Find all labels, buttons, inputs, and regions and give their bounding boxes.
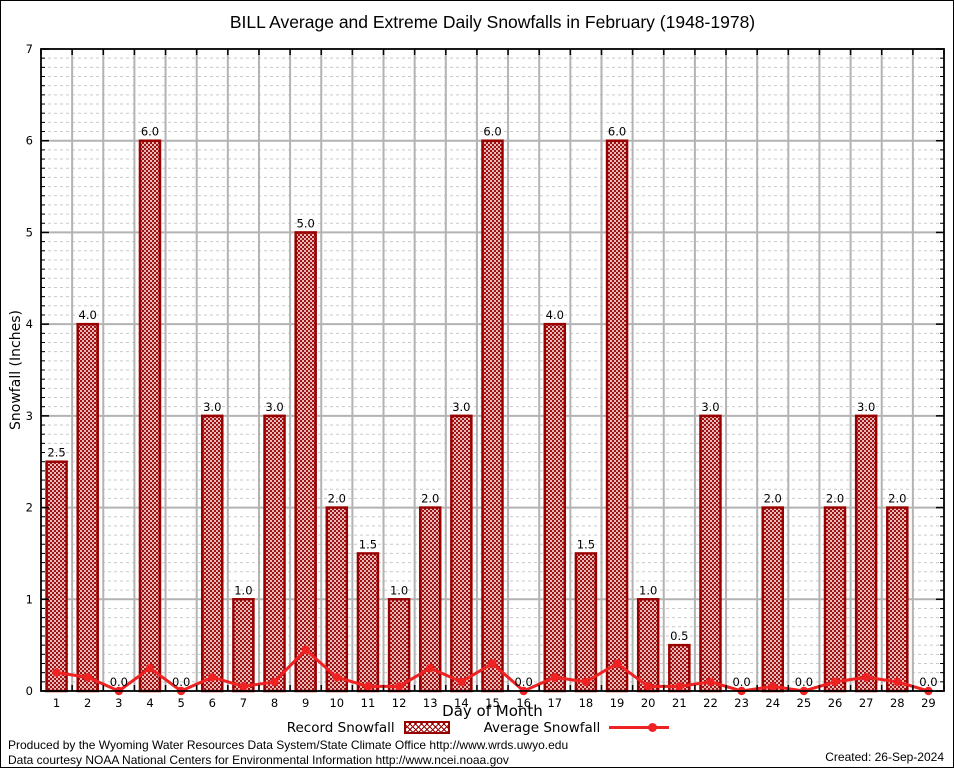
svg-text:11: 11 xyxy=(361,696,376,710)
x-axis-label: Day of Month xyxy=(442,702,543,720)
chart-title: BILL Average and Extreme Daily Snowfalls… xyxy=(229,12,756,32)
svg-text:2.5: 2.5 xyxy=(47,446,65,460)
svg-text:1.0: 1.0 xyxy=(639,583,657,597)
y-axis-label: Snowfall (Inches) xyxy=(8,310,24,430)
svg-text:4.0: 4.0 xyxy=(79,308,97,322)
footer-created-date: Created: 26-Sep-2024 xyxy=(825,750,944,764)
svg-text:5: 5 xyxy=(26,225,33,239)
legend: Record Snowfall Average Snowfall xyxy=(1,719,953,736)
svg-text:9: 9 xyxy=(302,696,309,710)
svg-text:0.0: 0.0 xyxy=(172,675,190,689)
svg-text:23: 23 xyxy=(734,696,749,710)
legend-record-label: Record Snowfall xyxy=(286,719,395,736)
svg-text:26: 26 xyxy=(828,696,843,710)
svg-text:27: 27 xyxy=(859,696,874,710)
svg-text:5.0: 5.0 xyxy=(297,216,315,230)
svg-text:12: 12 xyxy=(392,696,407,710)
svg-text:29: 29 xyxy=(921,696,936,710)
svg-text:1: 1 xyxy=(26,592,33,606)
average-marker-icon xyxy=(648,723,658,732)
svg-text:2.0: 2.0 xyxy=(764,492,782,506)
svg-text:22: 22 xyxy=(703,696,718,710)
legend-item-record: Record Snowfall xyxy=(287,720,450,736)
svg-text:1.0: 1.0 xyxy=(390,583,408,597)
record-snowfall-swatch-icon xyxy=(403,721,450,734)
svg-text:1.5: 1.5 xyxy=(359,537,377,551)
svg-text:8: 8 xyxy=(271,696,278,710)
svg-text:20: 20 xyxy=(641,696,656,710)
svg-text:6.0: 6.0 xyxy=(141,125,159,139)
svg-text:0.0: 0.0 xyxy=(110,675,128,689)
svg-text:6: 6 xyxy=(26,134,33,148)
svg-text:0.5: 0.5 xyxy=(670,629,688,643)
svg-text:4: 4 xyxy=(146,696,153,710)
legend-average-label: Average Snowfall xyxy=(483,719,601,736)
svg-text:7: 7 xyxy=(240,696,247,710)
svg-text:5: 5 xyxy=(177,696,184,710)
svg-text:0.0: 0.0 xyxy=(732,675,750,689)
footer-produced-by: Produced by the Wyoming Water Resources … xyxy=(8,738,569,752)
svg-text:2.0: 2.0 xyxy=(826,492,844,506)
svg-text:19: 19 xyxy=(610,696,625,710)
svg-text:2.0: 2.0 xyxy=(888,492,906,506)
svg-text:6.0: 6.0 xyxy=(483,125,501,139)
legend-item-average: Average Snowfall xyxy=(484,720,670,736)
svg-text:0: 0 xyxy=(26,684,33,698)
svg-text:3.0: 3.0 xyxy=(265,400,283,414)
svg-text:2: 2 xyxy=(26,501,33,515)
svg-text:3.0: 3.0 xyxy=(452,400,470,414)
svg-text:1.0: 1.0 xyxy=(234,583,252,597)
svg-text:25: 25 xyxy=(797,696,812,710)
average-line-sample-icon xyxy=(609,723,670,732)
svg-text:3.0: 3.0 xyxy=(203,400,221,414)
svg-text:3: 3 xyxy=(115,696,122,710)
svg-text:4.0: 4.0 xyxy=(546,308,564,322)
svg-text:13: 13 xyxy=(423,696,438,710)
svg-text:1: 1 xyxy=(53,696,60,710)
svg-text:15: 15 xyxy=(485,696,500,710)
svg-text:2.0: 2.0 xyxy=(328,492,346,506)
svg-text:3.0: 3.0 xyxy=(857,400,875,414)
svg-text:4: 4 xyxy=(26,317,33,331)
svg-text:2: 2 xyxy=(84,696,91,710)
svg-text:14: 14 xyxy=(454,696,469,710)
svg-text:3.0: 3.0 xyxy=(701,400,719,414)
svg-text:16: 16 xyxy=(516,696,531,710)
svg-text:0.0: 0.0 xyxy=(514,675,532,689)
svg-text:1.5: 1.5 xyxy=(577,537,595,551)
svg-text:7: 7 xyxy=(26,42,33,56)
svg-text:6.0: 6.0 xyxy=(608,125,626,139)
svg-text:28: 28 xyxy=(890,696,905,710)
svg-text:0.0: 0.0 xyxy=(795,675,813,689)
svg-text:0.0: 0.0 xyxy=(919,675,937,689)
svg-text:24: 24 xyxy=(765,696,780,710)
svg-text:2.0: 2.0 xyxy=(421,492,439,506)
svg-text:17: 17 xyxy=(547,696,562,710)
svg-text:3: 3 xyxy=(26,409,33,423)
svg-text:6: 6 xyxy=(209,696,216,710)
svg-text:18: 18 xyxy=(579,696,594,710)
svg-text:21: 21 xyxy=(672,696,687,710)
footer-data-courtesy: Data courtesy NOAA National Centers for … xyxy=(8,753,509,767)
svg-text:10: 10 xyxy=(329,696,344,710)
